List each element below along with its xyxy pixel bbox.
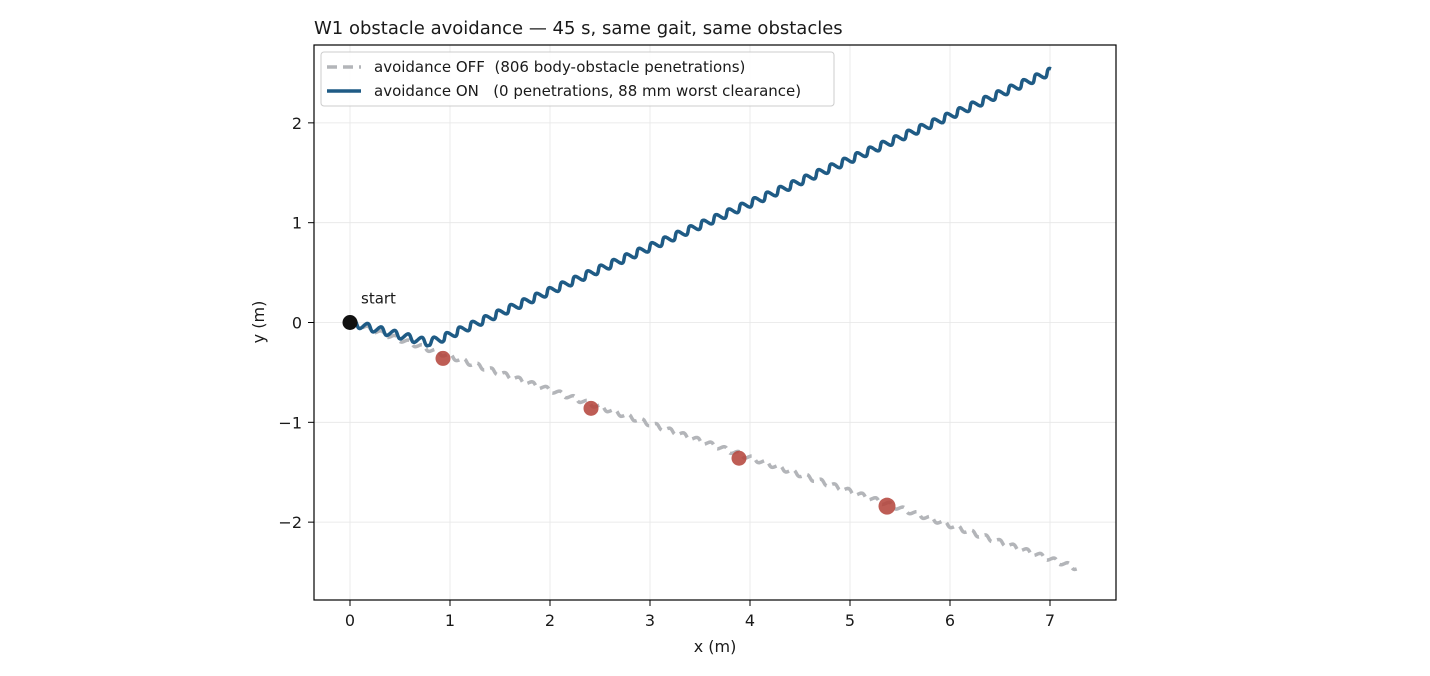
marker-layer: start — [342, 290, 896, 515]
obstacle-marker — [731, 450, 747, 466]
y-tick-label: 2 — [292, 114, 302, 133]
obstacle-marker — [435, 350, 451, 366]
y-tick-label: 0 — [292, 314, 302, 333]
legend-label-on: avoidance ON (0 penetrations, 88 mm wors… — [374, 82, 801, 100]
x-tick-label: 5 — [845, 611, 855, 630]
obstacle-marker — [583, 400, 599, 416]
x-tick-label: 6 — [945, 611, 955, 630]
y-axis-label: y (m) — [249, 301, 268, 344]
x-tick-label: 2 — [545, 611, 555, 630]
legend-label-off: avoidance OFF (806 body-obstacle penetra… — [374, 58, 745, 76]
grid — [314, 45, 1116, 600]
y-tick-label: −1 — [278, 413, 302, 432]
x-tick-label: 0 — [345, 611, 355, 630]
x-tick-label: 4 — [745, 611, 755, 630]
x-tick-label: 1 — [445, 611, 455, 630]
x-tick-label: 3 — [645, 611, 655, 630]
obstacle-marker — [878, 497, 896, 515]
x-axis-label: x (m) — [694, 637, 737, 656]
y-tick-label: −2 — [278, 513, 302, 532]
x-tick-label: 7 — [1045, 611, 1055, 630]
series-layer — [348, 66, 1078, 572]
y-tick-label: 1 — [292, 214, 302, 233]
series-avoidance-on — [348, 66, 1052, 348]
chart-title: W1 obstacle avoidance — 45 s, same gait,… — [314, 18, 843, 39]
legend: avoidance OFF (806 body-obstacle penetra… — [320, 51, 835, 107]
legend-box — [320, 51, 835, 107]
start-label: start — [361, 290, 396, 308]
ticks: 0 1 2 3 4 5 6 7 −2 −1 0 1 2 — [278, 114, 1055, 630]
series-avoidance-off — [349, 319, 1078, 572]
start-marker — [342, 315, 358, 330]
